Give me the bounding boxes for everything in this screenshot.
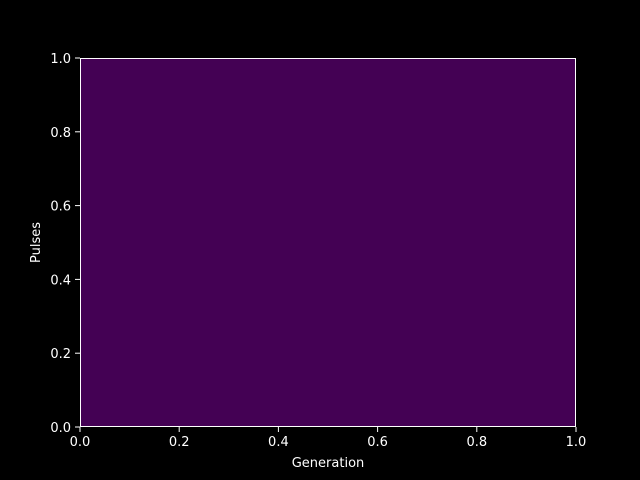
x-axis: 0.0 0.2 0.4 0.6 0.8 1.0 [70,427,587,450]
x-tick-label: 0.4 [268,435,289,450]
y-tick-label: 0.4 [50,273,71,288]
y-tick-label: 0.6 [50,200,71,215]
x-tick-label: 0.6 [367,435,388,450]
y-tick-label: 0.0 [50,421,71,436]
y-tick-label: 1.0 [50,52,71,67]
heatmap-fill [80,58,576,427]
x-axis-label: Generation [292,456,365,471]
x-tick-label: 0.8 [466,435,487,450]
x-tick-label: 0.2 [169,435,190,450]
y-axis-label: Pulses [29,222,44,263]
x-tick-label: 1.0 [566,435,587,450]
y-axis: 0.0 0.2 0.4 0.6 0.8 1.0 [50,52,80,436]
x-tick-label: 0.0 [70,435,91,450]
y-tick-label: 0.8 [50,126,71,141]
plot-frame [80,58,576,427]
y-tick-label: 0.2 [50,347,71,362]
